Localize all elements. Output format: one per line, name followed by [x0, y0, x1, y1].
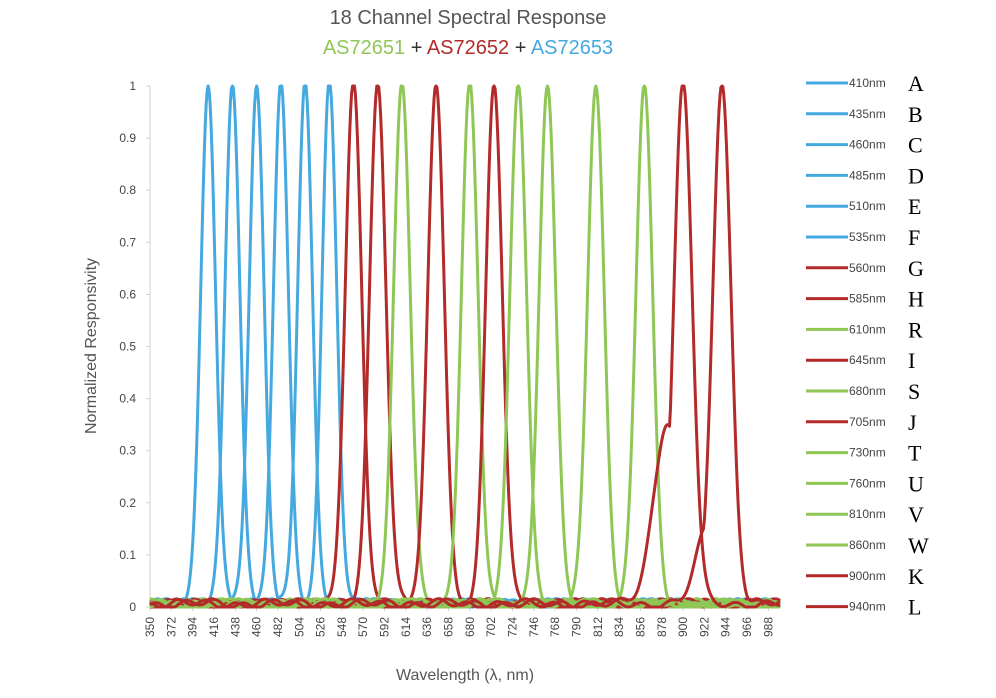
- legend-letter-D: D: [908, 163, 924, 188]
- legend-label-730nm: 730nm: [849, 446, 886, 460]
- x-tick-label: 658: [442, 617, 456, 637]
- subtitle-part-2: AS72652: [427, 37, 509, 59]
- x-tick-label: 548: [335, 617, 349, 637]
- legend-letter-I: I: [908, 348, 915, 373]
- legend-letter-K: K: [908, 564, 924, 589]
- y-tick-label: 0.2: [119, 496, 136, 510]
- legend-letter-A: A: [908, 71, 924, 96]
- x-tick-label: 460: [250, 617, 264, 637]
- legend-label-485nm: 485nm: [849, 168, 886, 182]
- plot-area: 0 0.1 0.2 0.3 0.4 0.5 0.6 0.7 0.8 0.9 1 350 372 394 41…: [119, 79, 781, 637]
- y-tick-label: 1: [129, 79, 136, 93]
- legend-label-680nm: 680nm: [849, 384, 886, 398]
- y-tick-label: 0.5: [119, 340, 136, 354]
- legend-label-410nm: 410nm: [849, 76, 886, 90]
- legend-label-460nm: 460nm: [849, 138, 886, 152]
- series-line-940nm: [149, 84, 781, 609]
- x-axis-label: Wavelength (λ, nm): [396, 667, 534, 684]
- x-tick-label: 746: [527, 617, 541, 637]
- x-tick-label: 988: [761, 617, 775, 637]
- x-tick-label: 702: [484, 617, 498, 637]
- chart-title: 18 Channel Spectral Response: [330, 7, 607, 29]
- legend-label-610nm: 610nm: [849, 322, 886, 336]
- legend-letter-C: C: [908, 133, 923, 158]
- x-tick-label: 724: [505, 617, 519, 637]
- subtitle-part-1: +: [405, 37, 427, 59]
- legend-label-760nm: 760nm: [849, 476, 886, 490]
- x-tick-label: 768: [548, 617, 562, 637]
- x-tick-label: 878: [655, 617, 669, 637]
- x-tick-label: 592: [378, 617, 392, 637]
- y-tick-label: 0.7: [119, 235, 136, 249]
- y-tick-label: 0.6: [119, 287, 136, 301]
- y-tick-label: 0.8: [119, 183, 136, 197]
- x-tick-label: 834: [612, 617, 626, 637]
- x-tick-label: 856: [633, 617, 647, 637]
- legend-label-510nm: 510nm: [849, 199, 886, 213]
- y-tick-label: 0.4: [119, 392, 136, 406]
- x-tick-label: 636: [420, 617, 434, 637]
- x-tick-label: 372: [164, 617, 178, 637]
- legend-label-900nm: 900nm: [849, 569, 886, 583]
- x-tick-label: 944: [719, 617, 733, 637]
- y-tick-label: 0.3: [119, 444, 136, 458]
- legend-label-435nm: 435nm: [849, 107, 886, 121]
- legend-label-705nm: 705nm: [849, 415, 886, 429]
- legend-letter-L: L: [908, 595, 921, 620]
- legend-letter-H: H: [908, 287, 924, 312]
- legend-label-585nm: 585nm: [849, 292, 886, 306]
- series-line-680nm: [149, 84, 781, 609]
- x-tick-label: 614: [399, 617, 413, 637]
- x-tick-label: 812: [591, 617, 605, 637]
- legend-letter-W: W: [908, 533, 929, 558]
- legend-letter-G: G: [908, 256, 924, 281]
- legend-letter-S: S: [908, 379, 920, 404]
- legend-label-940nm: 940nm: [849, 600, 886, 614]
- y-tick-label: 0.1: [119, 548, 136, 562]
- x-tick-label: 570: [356, 617, 370, 637]
- y-tick-label: 0: [129, 600, 136, 614]
- legend-label-535nm: 535nm: [849, 230, 886, 244]
- x-tick-label: 922: [697, 617, 711, 637]
- legend-label-645nm: 645nm: [849, 353, 886, 367]
- x-tick-label: 966: [740, 617, 754, 637]
- x-tick-label: 790: [569, 617, 583, 637]
- legend-label-810nm: 810nm: [849, 507, 886, 521]
- x-tick-label: 350: [143, 617, 157, 637]
- legend-letter-J: J: [908, 410, 917, 435]
- x-tick-label: 438: [228, 617, 242, 637]
- legend-label-560nm: 560nm: [849, 261, 886, 275]
- x-tick-label: 482: [271, 617, 285, 637]
- legend-label-860nm: 860nm: [849, 538, 886, 552]
- legend-letter-R: R: [908, 317, 923, 342]
- series-line-900nm: [149, 84, 781, 609]
- legend-letter-B: B: [908, 102, 923, 127]
- subtitle-part-3: +: [509, 37, 531, 59]
- y-axis-label: Normalized Responsivity: [83, 258, 100, 434]
- legend-letter-T: T: [908, 441, 922, 466]
- x-tick-label: 526: [314, 617, 328, 637]
- x-tick-label: 416: [207, 617, 221, 637]
- legend-letter-F: F: [908, 225, 920, 250]
- chart-subtitle: AS72651 + AS72652 + AS72653: [323, 37, 613, 59]
- x-tick-label: 504: [292, 617, 306, 637]
- legend-letter-U: U: [908, 471, 924, 496]
- y-tick-label: 0.9: [119, 131, 136, 145]
- x-tick-label: 680: [463, 617, 477, 637]
- subtitle-part-0: AS72651: [323, 37, 405, 59]
- x-tick-label: 900: [676, 617, 690, 637]
- legend-letter-E: E: [908, 194, 921, 219]
- subtitle-part-4: AS72653: [531, 37, 613, 59]
- x-tick-label: 394: [186, 617, 200, 637]
- legend: 410nm A 435nm B 460nm C 485nm D 510nm E 535nm F 560n…: [806, 71, 929, 620]
- legend-letter-V: V: [908, 502, 924, 527]
